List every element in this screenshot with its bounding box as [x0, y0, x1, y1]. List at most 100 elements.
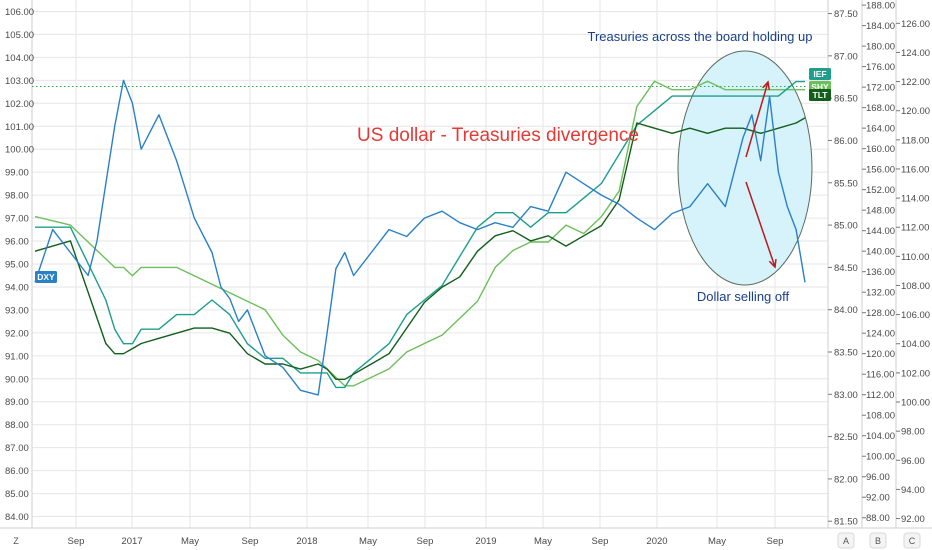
- axis-button-a-bg[interactable]: [837, 532, 855, 549]
- annotation-dollar: Dollar selling off: [697, 289, 790, 304]
- y-right-2-tick-label: 136.00: [866, 267, 895, 278]
- tag-dxy-label: DXY: [37, 272, 55, 282]
- y-right-1-tick-label: 83.50: [834, 348, 858, 359]
- y-right-2-tick-label: 132.00: [866, 288, 895, 299]
- arrow-up-head: [762, 80, 771, 91]
- x-tick-label: Sep: [592, 536, 609, 547]
- y-right-2-tick-label: 88.00: [866, 513, 890, 524]
- axis-button-b-bg[interactable]: [869, 532, 887, 549]
- y-left-tick-label: 91.00: [5, 351, 29, 362]
- y-left-tick-label: 89.00: [5, 397, 29, 408]
- y-right-2-tick-label: 152.00: [866, 185, 895, 196]
- tag-dxy-bg: [35, 271, 57, 283]
- axis-button-c[interactable]: C: [909, 536, 916, 546]
- tag-tlt-label: TLT: [813, 90, 829, 100]
- series-line-ief: [35, 80, 805, 389]
- y-left-tick-label: 98.00: [5, 191, 29, 202]
- axis-button-b[interactable]: B: [875, 536, 881, 546]
- y-right-2-tick-label: 184.00: [866, 21, 895, 32]
- y-right-1-tick-label: 84.00: [834, 305, 858, 316]
- axis-button-c-bg[interactable]: [903, 532, 921, 549]
- y-right-2-tick-label: 180.00: [866, 42, 895, 53]
- series-line-dxy: [34, 79, 806, 396]
- y-right-3-tick-label: 112.00: [901, 223, 929, 234]
- tag-tlt-bg: [809, 89, 831, 101]
- y-right-3-tick-label: 92.00: [901, 514, 925, 525]
- y-right-3-tick-label: 116.00: [901, 164, 929, 175]
- y-left-tick-label: 100.00: [5, 145, 34, 156]
- y-right-3-tick-label: 94.00: [901, 485, 925, 496]
- y-right-1-tick-label: 87.50: [834, 9, 858, 20]
- y-right-3-tick-label: 100.00: [901, 398, 930, 409]
- y-right-2-tick-label: 128.00: [866, 308, 895, 319]
- y-right-3-tick-label: 102.00: [901, 368, 930, 379]
- y-right-2-tick-label: 148.00: [866, 206, 895, 217]
- y-right-3-tick-label: 120.00: [901, 106, 930, 117]
- y-left-tick-label: 106.00: [5, 7, 34, 18]
- y-right-1-tick-label: 82.50: [834, 432, 858, 443]
- y-right-3-tick-label: 126.00: [901, 19, 930, 30]
- y-right-2-tick-label: 100.00: [866, 452, 895, 463]
- y-left-tick-label: 87.00: [5, 443, 29, 454]
- y-right-1-tick-label: 86.00: [834, 136, 858, 147]
- y-right-1-tick-label: 84.50: [834, 263, 858, 274]
- y-right-3-tick-label: 96.00: [901, 456, 925, 467]
- y-right-2-tick-label: 168.00: [866, 103, 895, 114]
- x-tick-label: May: [181, 536, 199, 547]
- y-left-tick-label: 103.00: [5, 76, 34, 87]
- y-right-3-tick-label: 98.00: [901, 427, 925, 438]
- y-right-1-tick-label: 86.50: [834, 94, 858, 105]
- x-tick-label: May: [708, 536, 726, 547]
- gridlines: [0, 0, 932, 529]
- y-right-1-tick-label: 85.00: [834, 221, 858, 232]
- y-left-tick-label: 101.00: [5, 122, 34, 133]
- x-tick-label: 2018: [296, 536, 317, 547]
- y-right-3-tick-label: 106.00: [901, 310, 930, 321]
- series-lines: [34, 79, 806, 396]
- y-left-tick-label: 102.00: [5, 99, 34, 110]
- y-left-tick-label: 93.00: [5, 305, 29, 316]
- series-line-tlt: [34, 117, 806, 380]
- y-right-2-tick-label: 92.00: [866, 493, 890, 504]
- y-left-tick-label: 85.00: [5, 489, 29, 500]
- y-right-3-tick-label: 122.00: [901, 77, 930, 88]
- x-tick-label: May: [534, 536, 552, 547]
- y-right-2-tick-label: 172.00: [866, 83, 895, 94]
- x-tick-label: Sep: [767, 536, 784, 547]
- arrows: [745, 80, 777, 269]
- axis-button-a[interactable]: A: [843, 536, 849, 546]
- x-tick-label: Sep: [242, 536, 259, 547]
- arrow-down-shaft: [745, 181, 776, 268]
- chart-title: US dollar - Treasuries divergence: [357, 125, 639, 146]
- y-right-2-tick-label: 108.00: [866, 411, 895, 422]
- y-right-1-tick-label: 81.50: [834, 517, 858, 528]
- y-left-tick-label: 105.00: [5, 30, 34, 41]
- y-axis-right-2[interactable]: 188.00 184.00 180.00 176.00 172.00 168.00 164.…: [862, 1, 895, 525]
- y-axis-left[interactable]: 106.00 105.00 104.00 103.00 102.00 101.00 100.…: [5, 7, 34, 523]
- x-axis[interactable]: Sep 2017 May Sep 2018 May Sep 2019 May Sep 2020 May…: [68, 536, 784, 547]
- y-right-3-tick-label: 110.00: [901, 252, 929, 263]
- y-right-3-tick-label: 118.00: [901, 135, 929, 146]
- x-tick-label: Sep: [68, 536, 85, 547]
- annotations: US dollar - Treasuries divergence Treasur…: [357, 29, 812, 304]
- x-tick-label: Sep: [417, 536, 434, 547]
- y-left-tick-label: 99.00: [5, 168, 29, 179]
- y-left-tick-label: 104.00: [5, 53, 34, 64]
- y-right-3-tick-label: 108.00: [901, 281, 930, 292]
- y-left-tick-label: 88.00: [5, 420, 29, 431]
- y-right-2-tick-label: 140.00: [866, 247, 895, 258]
- y-left-tick-label: 97.00: [5, 214, 29, 225]
- arrow-down-head: [768, 258, 777, 269]
- y-axis-right-3[interactable]: 126.00 124.00 122.00 120.00 118.00 116.00 114.…: [896, 19, 930, 525]
- x-tick-label: 2019: [475, 536, 496, 547]
- y-right-2-tick-label: 104.00: [866, 431, 895, 442]
- y-left-tick-label: 86.00: [5, 466, 29, 477]
- y-axis-right-1[interactable]: 87.50 87.00 86.50 86.00 85.50 85.00 84.50 84.00…: [828, 9, 858, 528]
- zoom-reset-button[interactable]: Z: [13, 536, 19, 546]
- y-right-3-tick-label: 114.00: [901, 194, 929, 205]
- y-right-2-tick-label: 164.00: [866, 124, 895, 135]
- tag-ief-bg: [809, 68, 831, 80]
